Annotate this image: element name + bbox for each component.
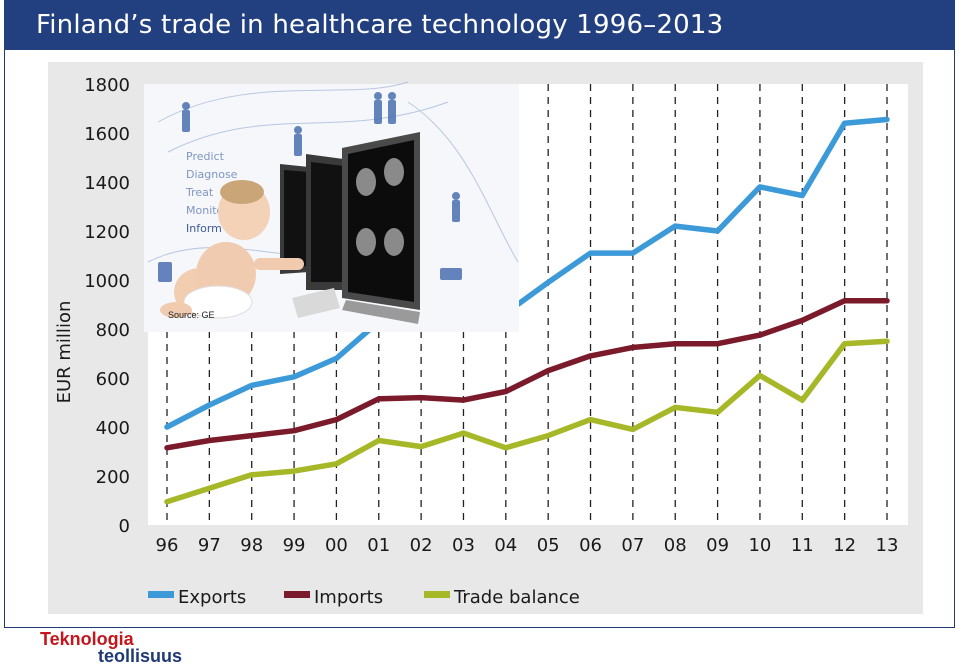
y-tick-label: 600 <box>96 369 130 390</box>
legend-label-imports: Imports <box>314 587 383 608</box>
y-tick-label: 1000 <box>84 271 130 292</box>
y-tick-label: 800 <box>96 320 130 341</box>
x-tick-label: 08 <box>664 535 687 556</box>
inset-word: Treat <box>185 186 214 199</box>
chart-svg: EUR million 0200400600800100012001400160… <box>54 75 908 608</box>
x-tick-label: 05 <box>537 535 560 556</box>
y-tick-label: 1400 <box>84 173 130 194</box>
x-tick-label: 10 <box>748 535 771 556</box>
y-tick-label: 1200 <box>84 222 130 243</box>
series-line-imports <box>164 298 890 451</box>
inset-caption: Source: GE <box>168 310 215 320</box>
series-line-trade-balance <box>164 338 890 505</box>
y-tick-label: 1600 <box>84 124 130 145</box>
x-tick-label: 12 <box>833 535 856 556</box>
legend-swatch-exports <box>148 591 174 598</box>
inset-image: Predict Diagnose Treat Monitor Inform <box>144 81 519 332</box>
legend-label-trade-balance: Trade balance <box>453 587 580 608</box>
logo-line2: teollisuus <box>98 646 183 666</box>
x-tick-label: 99 <box>283 535 306 556</box>
series-line-exports <box>164 116 890 430</box>
x-tick-label: 04 <box>494 535 517 556</box>
legend-swatch-trade-balance <box>424 591 450 598</box>
x-tick-label: 98 <box>240 535 263 556</box>
baby-icon <box>160 180 304 319</box>
chart-area: EUR million 0 200 400 600 800 1000 1200 1400 160… <box>48 62 923 614</box>
x-tick-label: 11 <box>791 535 814 556</box>
title-bar: Finland’s trade in healthcare technology… <box>4 0 955 50</box>
inset-word: Predict <box>186 150 225 163</box>
teknologia-teollisuus-logo: Teknologia teollisuus <box>40 630 210 666</box>
monitor-icons <box>280 132 420 324</box>
x-tick-label: 00 <box>325 535 348 556</box>
x-tick-label: 02 <box>410 535 433 556</box>
y-tick-label: 200 <box>96 467 130 488</box>
inset-word: Inform <box>186 222 222 235</box>
legend-label-exports: Exports <box>178 587 246 608</box>
inset-word: Diagnose <box>186 168 238 181</box>
chart-title: Finland’s trade in healthcare technology… <box>36 10 724 40</box>
legend-swatch-imports <box>284 591 310 598</box>
y-axis-label: EUR million <box>54 301 75 404</box>
y-tick-label: 0 <box>119 516 130 537</box>
x-tick-label: 96 <box>156 535 179 556</box>
inset-word: Monitor <box>186 204 228 217</box>
x-tick-label: 06 <box>579 535 602 556</box>
legend: Exports Imports Trade balance <box>148 587 580 608</box>
x-tick-label: 09 <box>706 535 729 556</box>
x-tick-label: 97 <box>198 535 221 556</box>
y-tick-label: 400 <box>96 418 130 439</box>
logo-line1: Teknologia <box>40 629 134 649</box>
x-tick-label: 01 <box>367 535 390 556</box>
people-icons <box>158 92 462 282</box>
x-tick-label: 13 <box>876 535 899 556</box>
y-tick-label: 1800 <box>84 75 130 96</box>
x-tick-label: 07 <box>621 535 644 556</box>
x-tick-label: 03 <box>452 535 475 556</box>
